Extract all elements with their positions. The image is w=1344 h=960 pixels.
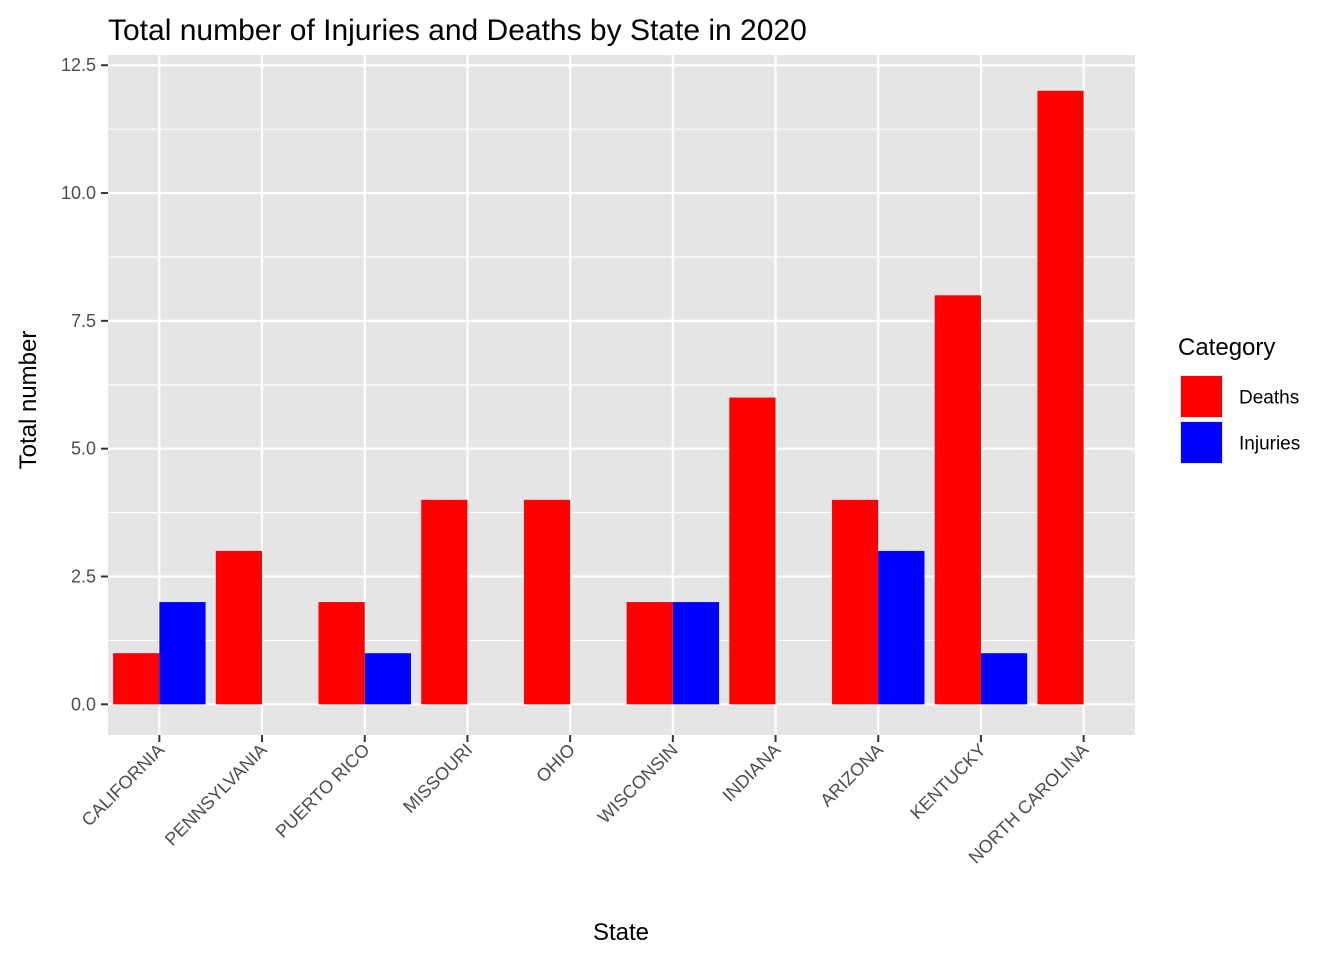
bar-deaths-north-carolina [1037, 90, 1084, 705]
x-tick-label: WISCONSIN [594, 740, 682, 828]
bars [113, 90, 1084, 705]
legend-swatch-deaths [1181, 376, 1222, 417]
x-tick-label: PUERTO RICO [272, 740, 374, 842]
legend-label-deaths: Deaths [1239, 388, 1299, 409]
chart-title: Total number of Injuries and Deaths by S… [108, 14, 807, 47]
x-tick-label: KENTUCKY [906, 740, 989, 823]
y-tick-label: 0.0 [71, 694, 96, 714]
y-tick-label: 10.0 [61, 183, 96, 203]
bar-deaths-kentucky [934, 295, 981, 705]
x-tick-label: INDIANA [719, 740, 785, 806]
y-tick-label: 12.5 [61, 55, 96, 75]
bar-injuries-arizona [878, 550, 925, 705]
y-tick-label: 2.5 [71, 567, 96, 587]
bar-deaths-pennsylvania [215, 550, 263, 705]
bar-injuries-wisconsin [672, 602, 720, 705]
x-tick-label: OHIO [532, 740, 579, 787]
bar-deaths-wisconsin [626, 602, 673, 705]
legend-swatch-injuries [1181, 422, 1222, 463]
bar-injuries-puerto-rico [364, 653, 411, 705]
x-tick-label: ARIZONA [816, 740, 887, 811]
bar-deaths-missouri [421, 499, 468, 705]
bar-deaths-california [113, 653, 160, 705]
x-tick-label: CALIFORNIA [78, 740, 169, 831]
y-tick-label: 7.5 [71, 311, 96, 331]
y-axis-title: Total number [15, 331, 42, 470]
y-axis: 0.0 2.5 5.0 7.5 10.0 12.5 [61, 55, 108, 714]
bar-injuries-kentucky [980, 653, 1028, 705]
x-tick-label: MISSOURI [399, 740, 476, 817]
y-tick-label: 5.0 [71, 439, 96, 459]
legend-title: Category [1178, 334, 1275, 361]
bar-deaths-arizona [832, 499, 879, 705]
bar-injuries-california [159, 602, 206, 705]
bar-deaths-ohio [523, 499, 571, 705]
x-tick-label: PENNSYLVANIA [161, 740, 271, 850]
x-axis-title: State [593, 919, 649, 946]
bar-deaths-puerto-rico [318, 602, 365, 705]
legend: Category Deaths Injuries [1178, 334, 1300, 464]
legend-label-injuries: Injuries [1239, 434, 1300, 455]
bar-deaths-indiana [729, 397, 776, 705]
